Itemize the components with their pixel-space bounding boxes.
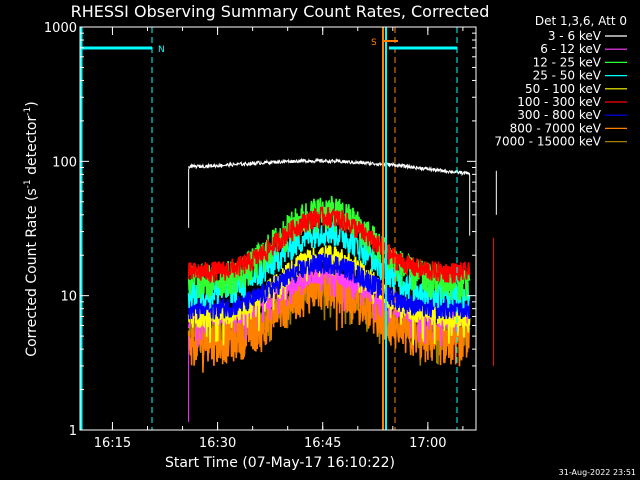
legend-entry: 300 - 800 keV (517, 108, 601, 122)
legend-entry: 100 - 300 keV (517, 95, 601, 109)
y-tick-label: 1000 (44, 21, 77, 36)
series-trace (187, 206, 471, 284)
legend-entry: 50 - 100 keV (525, 82, 602, 96)
y-tick-label: 10 (60, 290, 77, 305)
legend-entry: 6 - 12 keV (540, 42, 602, 56)
plot-frame (79, 26, 477, 431)
series-trace (188, 157, 471, 177)
legend-entry: 12 - 25 keV (533, 55, 602, 69)
legend-entry: 7000 - 15000 keV (494, 135, 601, 149)
y-axis-label: Corrected Count Rate (s-1 detector-1) (23, 101, 40, 356)
marker-label-s: S (371, 38, 377, 48)
time-markers: NS (80, 27, 458, 430)
legend-entry: 3 - 6 keV (548, 29, 602, 43)
footer-date: 31-Aug-2022 23:51 (559, 468, 636, 477)
legend-header: Det 1,3,6, Att 0 (535, 14, 627, 28)
chart-title: RHESSI Observing Summary Count Rates, Co… (71, 2, 490, 21)
x-tick-label: 16:15 (94, 436, 131, 451)
y-tick-label: 100 (52, 155, 77, 170)
y-axis-ticks: 1 10 100 1000 (44, 21, 476, 439)
legend-entry: 25 - 50 keV (533, 69, 602, 83)
series-trace (187, 195, 471, 301)
legend-entry: 800 - 7000 keV (510, 121, 602, 135)
x-tick-label: 16:45 (304, 436, 341, 451)
x-axis-label: Start Time (07-May-17 16:10:22) (165, 455, 395, 471)
marker-label-n: N (158, 45, 165, 55)
x-tick-label: 17:00 (409, 436, 446, 451)
x-axis-ticks: 16:15 16:30 16:45 17:00 (94, 27, 464, 451)
series-traces (187, 157, 497, 422)
y-tick-label: 1 (69, 424, 77, 439)
x-tick-label: 16:30 (199, 436, 236, 451)
